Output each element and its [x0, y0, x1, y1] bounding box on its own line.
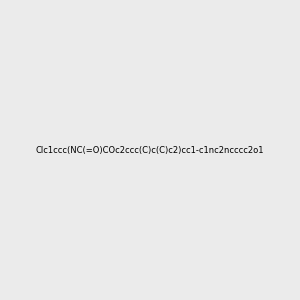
- Text: Clc1ccc(NC(=O)COc2ccc(C)c(C)c2)cc1-c1nc2ncccc2o1: Clc1ccc(NC(=O)COc2ccc(C)c(C)c2)cc1-c1nc2…: [36, 146, 264, 154]
